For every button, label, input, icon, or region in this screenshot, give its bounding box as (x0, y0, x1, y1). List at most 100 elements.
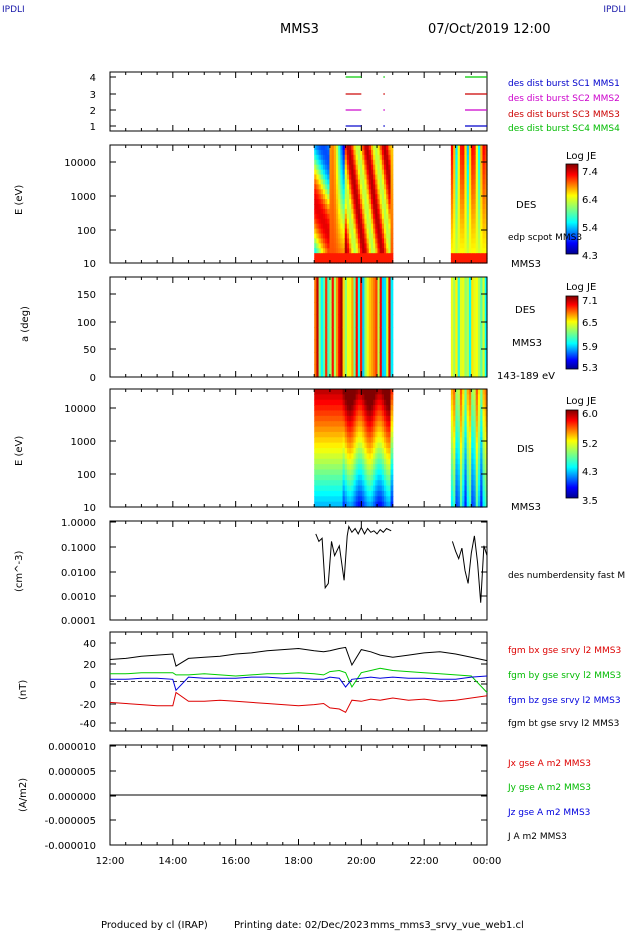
dis-energy-cell (325, 469, 328, 476)
dis-energy-cell (468, 410, 472, 417)
des-energy-cell (351, 164, 355, 171)
des-energy-cell (475, 253, 479, 259)
dis-energy-cell (355, 415, 359, 422)
des-energy-cell (480, 258, 484, 264)
des-energy-cell (333, 184, 337, 190)
des-energy-cell (338, 253, 341, 259)
dis-energy-cell (459, 415, 463, 422)
des-energy-cell (351, 243, 355, 249)
des-energy-cell (375, 248, 379, 254)
des-energy-cell (379, 179, 383, 185)
des-energy-cell (360, 223, 363, 230)
des-energy-cell (331, 154, 335, 161)
dis-energy-cell (379, 490, 383, 497)
des-energy-cell (373, 194, 376, 200)
des-pitch-cell (370, 327, 374, 341)
dis-energy-cell (482, 458, 486, 465)
des-energy-cell (366, 199, 370, 205)
des-energy-cell (464, 208, 468, 215)
des-pitch-cell (386, 314, 389, 328)
des-energy-cell (370, 159, 374, 166)
dis-energy-cell (457, 496, 461, 503)
des-energy-cell (318, 204, 322, 210)
des-energy-cell (468, 248, 472, 254)
des-energy-cell (381, 248, 385, 254)
des-energy-cell (379, 159, 383, 166)
des-energy-cell (338, 238, 341, 244)
dis-energy-cell (482, 442, 486, 449)
des-energy-cell (384, 208, 387, 215)
dis-energy-cell (357, 501, 361, 508)
dis-energy-cell (477, 448, 481, 454)
burst-ytick-label: 4 (90, 73, 96, 84)
des-energy-cell (377, 253, 381, 259)
dis-energy-cell (459, 464, 463, 471)
des-energy-cell (482, 218, 486, 225)
dis-energy-cell (386, 437, 389, 444)
dis-energy-cell (459, 490, 463, 497)
dis-energy-cell (384, 501, 387, 508)
dis-energy-cell (362, 474, 365, 481)
dis-energy-cell (471, 415, 475, 422)
dis-energy-cell (346, 496, 350, 503)
des-energy-cell (316, 189, 320, 195)
des-energy-cell (316, 213, 320, 220)
des-energy-cell (344, 145, 348, 151)
des-pitch-cell (473, 277, 477, 291)
des-energy-cell (473, 184, 477, 190)
dis-energy-ytick-label: 1000 (71, 437, 96, 448)
dis-energy-cell (329, 415, 333, 422)
des-energy-cell (364, 194, 368, 200)
des-energy-cell (453, 218, 456, 225)
dis-energy-cell (482, 496, 486, 503)
dis-energy-cell (455, 437, 459, 444)
des-energy-cell (464, 248, 468, 254)
des-energy-cell (370, 248, 374, 254)
dis-energy-cell (471, 453, 475, 460)
des-energy-cell (318, 258, 322, 264)
des-pitch-cell (357, 314, 361, 328)
des-energy-cell (357, 184, 361, 190)
dis-energy-cell (464, 431, 468, 438)
dis-energy-cell (329, 448, 333, 454)
dis-energy-cell (386, 496, 389, 503)
des-energy-cell (355, 243, 359, 249)
des-energy-cell (466, 179, 470, 185)
des-energy-cell (477, 218, 481, 225)
des-pitch-cell (381, 277, 385, 291)
des-energy-cell (473, 199, 477, 205)
des-energy-cell (327, 253, 331, 259)
dis-energy-cell (375, 410, 379, 417)
des-energy-cell (314, 184, 317, 190)
des-energy-cell (353, 159, 357, 166)
dis-energy-cell (329, 431, 333, 438)
dis-energy-cell (366, 458, 370, 465)
des-energy-cell (462, 243, 466, 249)
dis-energy-cell (325, 394, 328, 401)
dis-energy-cell (364, 394, 368, 401)
dis-energy-cell (353, 464, 357, 471)
dis-energy-cell (325, 480, 328, 487)
des-energy-cell (482, 179, 486, 185)
dis-energy-cell (480, 501, 484, 508)
des-pitch-cell (355, 339, 359, 353)
des-pitch-cell (471, 364, 475, 378)
dis-energy-cell (388, 453, 392, 460)
dis-energy-cell (388, 469, 392, 476)
dis-energy-cell (360, 431, 363, 438)
dis-energy-cell (377, 394, 381, 401)
dis-energy-cell (475, 501, 479, 508)
des-energy-cell (375, 208, 379, 215)
dis-energy-cell (338, 431, 341, 438)
des-energy-cell (327, 189, 331, 195)
dis-energy-cell (344, 410, 348, 417)
des-energy-cell (355, 223, 359, 230)
dis-energy-cell (353, 394, 357, 401)
des-energy-cell (480, 213, 484, 220)
dis-energy-cell (484, 474, 488, 481)
dis-energy-cell (377, 501, 381, 508)
des-energy-cell (390, 145, 394, 151)
des-energy-cell (316, 164, 320, 171)
dis-energy-cell (384, 405, 387, 412)
des-pitch-cell (480, 302, 484, 316)
